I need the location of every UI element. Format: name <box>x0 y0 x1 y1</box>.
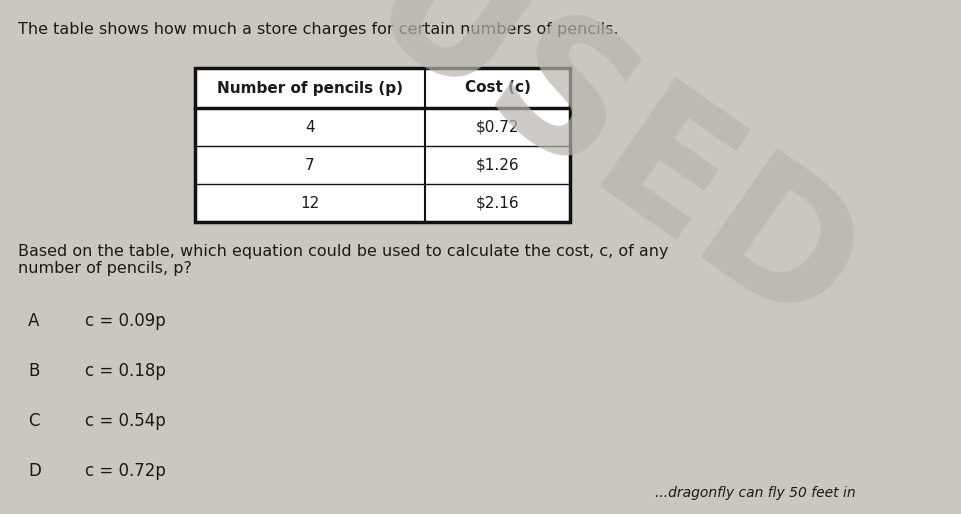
Text: 12: 12 <box>301 195 320 211</box>
Text: $0.72: $0.72 <box>476 119 519 135</box>
Text: A: A <box>28 312 39 330</box>
Text: c = 0.09p: c = 0.09p <box>85 312 165 330</box>
Text: B: B <box>28 362 39 380</box>
Bar <box>195 68 570 222</box>
Text: Based on the table, which equation could be used to calculate the cost, c, of an: Based on the table, which equation could… <box>18 244 669 277</box>
Text: USED: USED <box>334 0 886 374</box>
Text: $2.16: $2.16 <box>476 195 519 211</box>
Text: ...dragonfly can fly 50 feet in: ...dragonfly can fly 50 feet in <box>655 486 855 500</box>
Text: c = 0.54p: c = 0.54p <box>85 412 165 430</box>
Text: Cost (c): Cost (c) <box>464 81 530 96</box>
Text: D: D <box>28 462 41 480</box>
Bar <box>195 68 570 222</box>
Text: Number of pencils (p): Number of pencils (p) <box>217 81 403 96</box>
Text: C: C <box>28 412 39 430</box>
Text: The table shows how much a store charges for certain numbers of pencils.: The table shows how much a store charges… <box>18 22 619 37</box>
Text: $1.26: $1.26 <box>476 157 519 173</box>
Text: 7: 7 <box>306 157 315 173</box>
Text: 4: 4 <box>306 119 315 135</box>
Text: c = 0.72p: c = 0.72p <box>85 462 166 480</box>
Text: c = 0.18p: c = 0.18p <box>85 362 166 380</box>
